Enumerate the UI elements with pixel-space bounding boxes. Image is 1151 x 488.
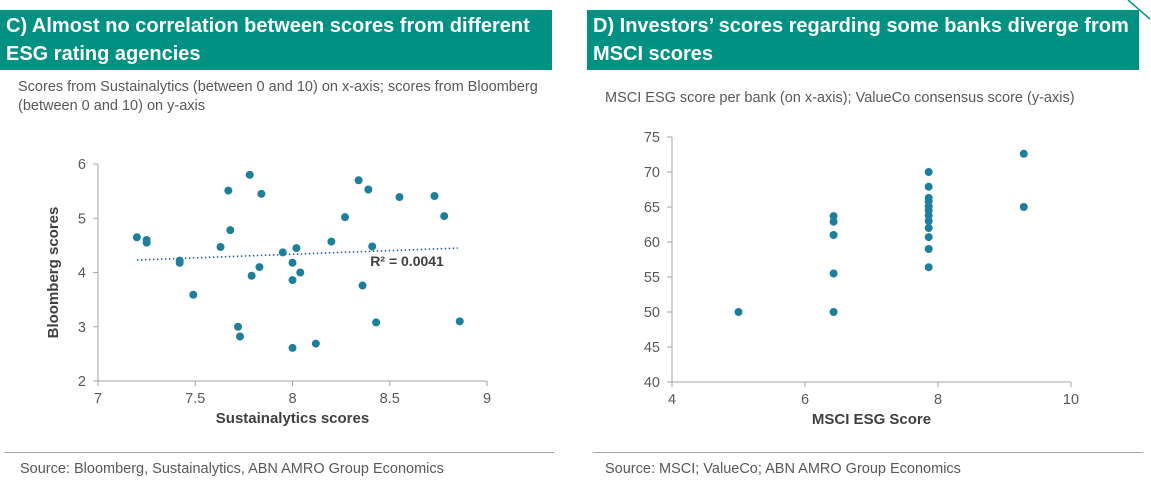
data-point [395, 193, 404, 202]
data-point [1019, 203, 1028, 211]
data-point [924, 224, 933, 232]
data-point [829, 231, 838, 239]
r-squared-annotation: R² = 0.0041 [370, 253, 444, 269]
data-point [829, 269, 838, 278]
panel-c-title: C) Almost no correlation between scores … [0, 10, 552, 70]
data-point [455, 317, 464, 326]
data-point [924, 217, 933, 225]
data-point [189, 290, 198, 299]
data-point [924, 233, 933, 242]
data-point [175, 258, 184, 267]
panel-d-divider [593, 452, 1143, 453]
data-point [224, 186, 233, 195]
panel-c-source: Source: Bloomberg, Sustainalytics, ABN A… [20, 461, 444, 477]
data-point [829, 212, 838, 221]
y-tick-label: 65 [644, 200, 660, 216]
data-point [734, 308, 743, 316]
data-point [358, 281, 367, 290]
panel-c: C) Almost no correlation between scores … [0, 0, 562, 488]
data-point [288, 258, 297, 267]
x-tick-label: 6 [801, 392, 809, 408]
y-tick-label: 75 [644, 130, 660, 146]
data-point [368, 242, 377, 251]
x-tick-label: 8 [934, 392, 942, 408]
chart-c-scatter: 7 7.5 8 8.5 9 2 3 4 5 6 Sustainalytics scores Bloom… [45, 157, 491, 427]
data-point [292, 244, 301, 253]
y-tick-label: 6 [78, 157, 86, 173]
data-point [234, 322, 243, 331]
data-point [311, 339, 320, 348]
y-axis-label: Bloomberg scores [45, 207, 62, 339]
y-tick-label: 3 [78, 320, 86, 336]
data-point [288, 343, 297, 352]
data-point [924, 245, 933, 253]
panel-d-subtitle: MSCI ESG score per bank (on x-axis); Val… [605, 90, 1075, 106]
chart-d-scatter: 4 6 8 10 40 45 50 55 60 65 70 75 MSCI ESG Score [644, 130, 1079, 428]
y-tick-label: 5 [78, 211, 86, 227]
x-tick-label: 4 [668, 392, 676, 408]
data-point [829, 308, 838, 316]
panel-c-subtitle: Scores from Sustainalytics (between 0 an… [18, 79, 538, 114]
y-tick-label: 4 [78, 266, 86, 282]
data-point [354, 176, 363, 185]
panel-c-divider [4, 452, 554, 453]
x-tick-label: 10 [1063, 392, 1079, 408]
corner-decoration-icon [1127, 0, 1151, 20]
y-tick-label: 45 [644, 340, 660, 356]
data-point [216, 243, 225, 252]
y-tick-label: 70 [644, 165, 660, 181]
x-tick-label: 8 [288, 391, 296, 407]
x-tick-label: 8.5 [380, 391, 400, 407]
data-point [257, 189, 266, 198]
data-point [430, 192, 439, 201]
y-tick-label: 55 [644, 270, 660, 286]
x-axis-label: MSCI ESG Score [812, 411, 931, 428]
data-point [296, 268, 305, 277]
x-tick-label: 7 [94, 391, 102, 407]
y-tick-label: 60 [644, 235, 660, 251]
data-point [226, 226, 235, 235]
data-point [440, 212, 449, 221]
data-point [924, 182, 933, 191]
data-point [327, 237, 336, 246]
y-tick-label: 2 [78, 374, 86, 390]
data-point [278, 248, 287, 257]
trendline [136, 247, 458, 261]
data-point [372, 318, 381, 327]
data-point [247, 271, 256, 280]
data-point [235, 332, 244, 341]
data-point [924, 211, 933, 220]
data-point [245, 170, 254, 179]
panel-d-title: D) Investors’ scores regarding some bank… [587, 10, 1139, 70]
data-point [341, 213, 350, 222]
data-point [1019, 149, 1028, 158]
x-tick-label: 9 [483, 391, 491, 407]
x-tick-label: 7.5 [185, 391, 205, 407]
data-point [288, 276, 297, 285]
data-point [142, 238, 151, 247]
y-tick-label: 40 [644, 375, 660, 391]
data-point [924, 168, 933, 176]
data-point [829, 217, 838, 226]
panel-d: D) Investors’ scores regarding some bank… [587, 0, 1151, 488]
data-point [255, 263, 264, 272]
x-axis-label: Sustainalytics scores [216, 410, 369, 427]
data-point [364, 185, 373, 194]
y-tick-label: 50 [644, 305, 660, 321]
data-point [924, 263, 933, 272]
data-point [132, 233, 141, 242]
panel-d-source: Source: MSCI; ValueCo; ABN AMRO Group Ec… [605, 461, 961, 477]
